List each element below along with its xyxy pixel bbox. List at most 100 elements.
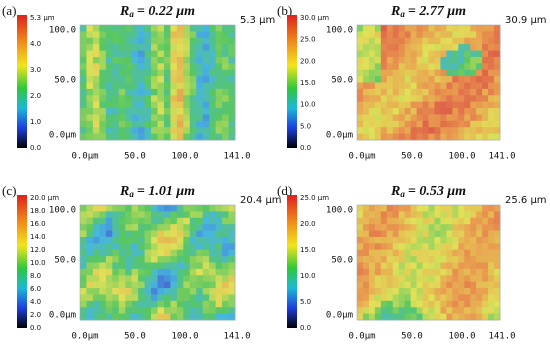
height-map-cell (416, 76, 423, 83)
height-map-cell (357, 211, 364, 219)
height-map-cell (163, 101, 171, 109)
height-map-cell (410, 82, 417, 90)
height-map-cell (494, 262, 501, 270)
height-map-cell (99, 56, 107, 64)
height-map-cell (380, 25, 388, 32)
height-map-cell (202, 275, 210, 283)
height-map-cell (151, 44, 158, 51)
height-map-cell (374, 108, 382, 115)
height-map-cell (422, 69, 429, 77)
height-map-cell (398, 31, 406, 39)
height-map-cell (488, 133, 495, 141)
height-map-cell (368, 288, 376, 295)
height-map-cell (392, 281, 400, 289)
height-map-cell (80, 230, 87, 238)
height-map-cell (196, 127, 204, 135)
height-map-cell (112, 281, 120, 289)
height-map-cell (488, 224, 495, 231)
height-map-cell (105, 300, 113, 308)
height-map-cell (458, 268, 465, 276)
height-map-cell (464, 268, 471, 276)
height-map-cell (228, 288, 236, 295)
height-map-cell (464, 217, 471, 225)
height-map-cell (386, 211, 394, 219)
height-map-cell (416, 31, 423, 39)
height-map-cell (202, 300, 210, 308)
height-map-cell (357, 307, 364, 315)
height-map-cell (416, 114, 423, 122)
height-map-cell (138, 281, 145, 289)
height-map-cell (105, 127, 113, 135)
height-map-cell (380, 275, 388, 283)
height-map-cell (422, 236, 429, 244)
height-map-cell (86, 127, 94, 135)
height-map-cell (488, 230, 495, 238)
height-map-cell (189, 300, 197, 308)
height-map-cell (189, 25, 197, 32)
height-map-cell (176, 88, 184, 96)
height-map-cell (92, 211, 100, 219)
height-map-cell (470, 69, 477, 77)
height-map-cell (374, 268, 382, 276)
height-map-cell (440, 224, 447, 231)
height-map-cell (144, 294, 152, 302)
height-map-cell (170, 262, 178, 270)
height-map-cell (410, 114, 417, 122)
height-map-cell (434, 25, 441, 32)
height-map-cell (416, 294, 423, 302)
height-map-cell (476, 313, 483, 321)
height-map-cell (222, 120, 229, 128)
height-map-cell (494, 288, 501, 295)
height-map-cell (215, 114, 223, 122)
height-map-cell (428, 268, 435, 276)
height-map-cell (170, 82, 178, 90)
height-map-cell (118, 211, 126, 219)
height-map-cell (488, 44, 495, 51)
height-map-cell (196, 281, 204, 289)
height-map-cell (183, 230, 191, 238)
height-map-cell (357, 300, 364, 308)
height-map-cell (374, 50, 382, 58)
height-map-cell (176, 243, 184, 251)
height-map-cell (112, 256, 120, 263)
colorbar-tick-label: 3.0 (30, 66, 41, 74)
height-map-cell (422, 281, 429, 289)
height-map-cell (112, 211, 120, 219)
height-map-cell (151, 114, 158, 122)
ra-value: = 0.53 μm (408, 184, 466, 199)
height-map-cell (392, 31, 400, 39)
height-map-cell (392, 50, 400, 58)
height-map-cell (138, 268, 145, 276)
height-map-cell (464, 288, 471, 295)
height-map-cell (80, 249, 87, 257)
height-map-cell (476, 300, 483, 308)
height-map-cell (99, 256, 107, 263)
height-map-cell (446, 288, 453, 295)
height-map-cell (144, 211, 152, 219)
height-map-cell (151, 249, 158, 257)
height-map-cell (428, 120, 435, 128)
height-map-cell (157, 230, 165, 238)
height-map-cell (144, 69, 152, 77)
height-map-cell (118, 69, 126, 77)
height-map-cell (170, 50, 178, 58)
height-map-cell (163, 82, 171, 90)
height-map-cell (112, 307, 120, 315)
height-map-cell (374, 76, 382, 83)
height-map-cell (92, 307, 100, 315)
height-map-cell (368, 262, 376, 270)
height-map-cell (157, 307, 165, 315)
height-map-cell (215, 268, 223, 276)
height-map-cell (80, 101, 87, 109)
height-map-cell (80, 300, 87, 308)
height-map-cell (151, 288, 158, 295)
height-map-cell (416, 300, 423, 308)
height-map-cell (368, 300, 376, 308)
ra-symbol: R (119, 184, 129, 199)
height-map-cell (228, 25, 236, 32)
height-map-cell (392, 108, 400, 115)
height-map-cell (183, 25, 191, 32)
height-map-cell (125, 307, 133, 315)
height-map-cell (92, 95, 100, 103)
height-map-cell (470, 101, 477, 109)
